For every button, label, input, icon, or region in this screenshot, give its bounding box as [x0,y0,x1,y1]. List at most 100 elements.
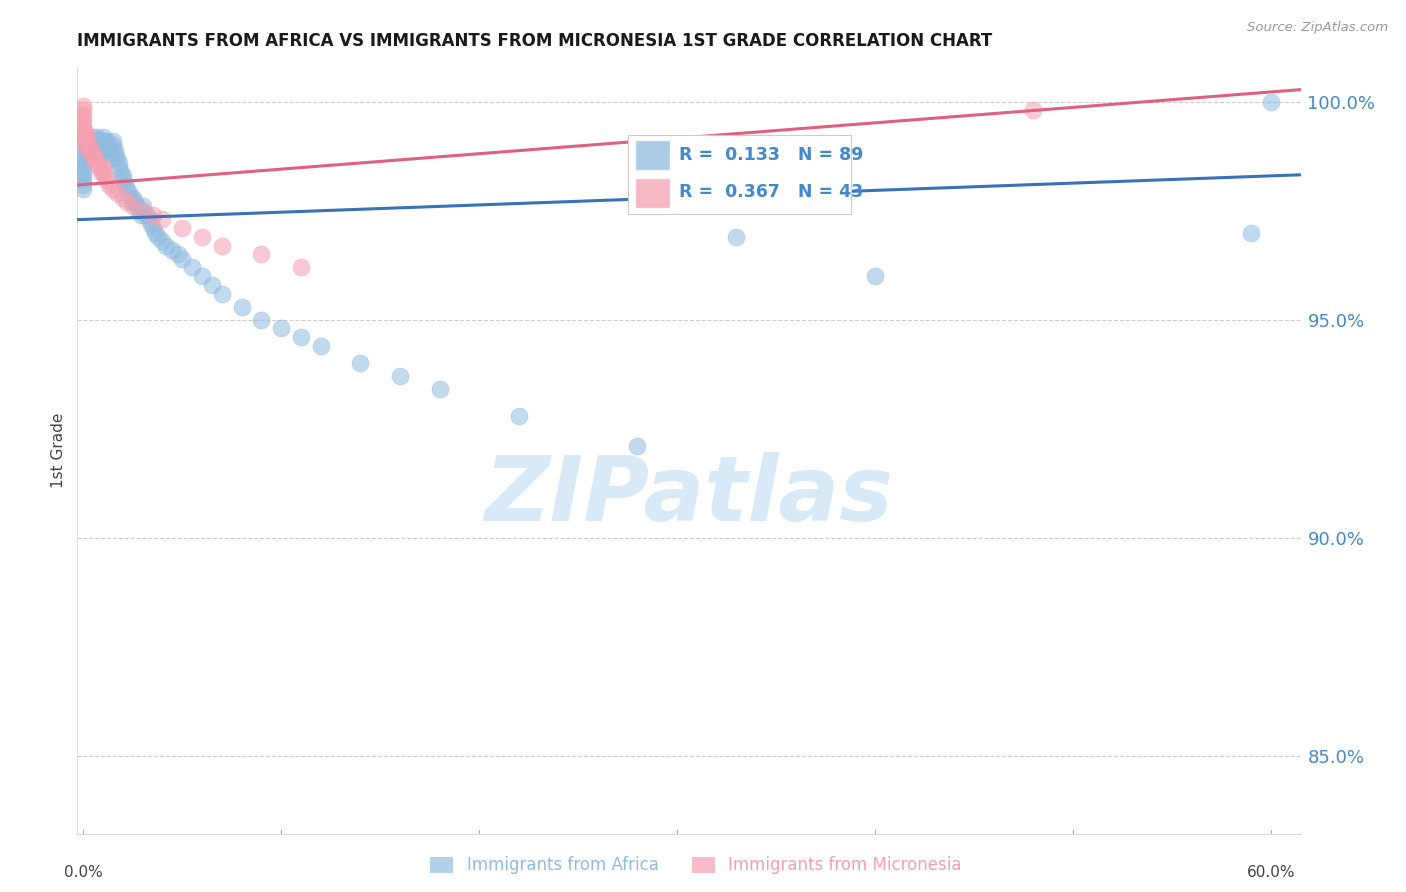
Point [72,117,94,131]
Point [108,155,131,169]
Point [108,160,131,174]
Point [104,147,127,161]
Point [131,203,153,218]
Point [76,129,98,144]
Point [118,186,141,201]
Point [429,383,451,397]
Point [105,186,128,201]
Point [349,356,371,370]
Point [84,134,107,148]
Point [104,143,127,157]
Point [72,108,94,122]
Point [1260,95,1282,109]
Point [96,138,118,153]
Point [98,147,121,161]
Point [87,134,110,148]
Point [98,143,121,157]
Point [82,138,104,153]
Point [72,125,94,139]
Point [77,138,100,153]
Point [101,134,124,148]
Point [124,194,146,209]
Point [626,439,648,453]
Point [181,260,204,275]
Point [152,212,174,227]
Point [87,147,110,161]
Point [201,277,224,292]
Point [211,238,233,252]
Text: Source: ZipAtlas.com: Source: ZipAtlas.com [1247,21,1388,34]
Point [76,143,98,157]
Point [114,178,136,192]
Point [211,286,233,301]
Point [1022,103,1045,118]
Point [72,155,94,169]
Point [80,152,103,166]
Text: IMMIGRANTS FROM AFRICA VS IMMIGRANTS FROM MICRONESIA 1ST GRADE CORRELATION CHART: IMMIGRANTS FROM AFRICA VS IMMIGRANTS FRO… [77,32,993,50]
Point [90,143,112,157]
Text: 0.0%: 0.0% [63,864,103,880]
Point [290,260,312,275]
Point [111,191,134,205]
Point [105,152,128,166]
Point [75,125,97,139]
Point [131,203,153,218]
Point [91,134,114,148]
Point [98,178,121,192]
Point [309,339,332,353]
Point [143,226,166,240]
Legend: Immigrants from Africa, Immigrants from Micronesia: Immigrants from Africa, Immigrants from … [425,851,967,880]
Point [72,160,94,174]
Text: R =  0.367   N = 43: R = 0.367 N = 43 [679,183,863,202]
Point [72,138,94,153]
Point [141,221,163,235]
Point [77,134,100,148]
Point [508,409,530,423]
Point [80,143,103,157]
Y-axis label: 1st Grade: 1st Grade [51,413,66,488]
Point [76,138,98,153]
Point [91,164,114,178]
Point [101,138,124,153]
Point [725,230,748,244]
Point [129,208,152,222]
Point [131,199,153,213]
Point [250,312,273,326]
Point [91,138,114,153]
Point [72,134,94,148]
Point [72,164,94,178]
Point [72,99,94,113]
Point [72,147,94,161]
Point [101,182,124,196]
Point [290,330,312,344]
Point [72,103,94,118]
Point [96,134,118,148]
Point [141,208,163,222]
Point [87,143,110,157]
Point [80,147,103,161]
Point [120,191,142,205]
Point [115,182,138,196]
Point [155,238,177,252]
Point [91,129,114,144]
Point [100,152,122,166]
FancyBboxPatch shape [634,140,671,170]
Point [86,129,108,144]
Point [191,230,214,244]
Point [250,247,273,261]
Point [148,230,170,244]
Text: 60.0%: 60.0% [1247,864,1295,880]
Point [121,199,143,213]
Point [110,164,132,178]
Point [388,369,411,384]
Point [72,112,94,127]
Point [96,173,118,187]
Point [72,120,94,135]
Point [82,143,104,157]
Point [72,182,94,196]
Point [72,173,94,187]
FancyBboxPatch shape [634,178,671,208]
Point [231,300,253,314]
Point [86,155,108,169]
Point [76,134,98,148]
